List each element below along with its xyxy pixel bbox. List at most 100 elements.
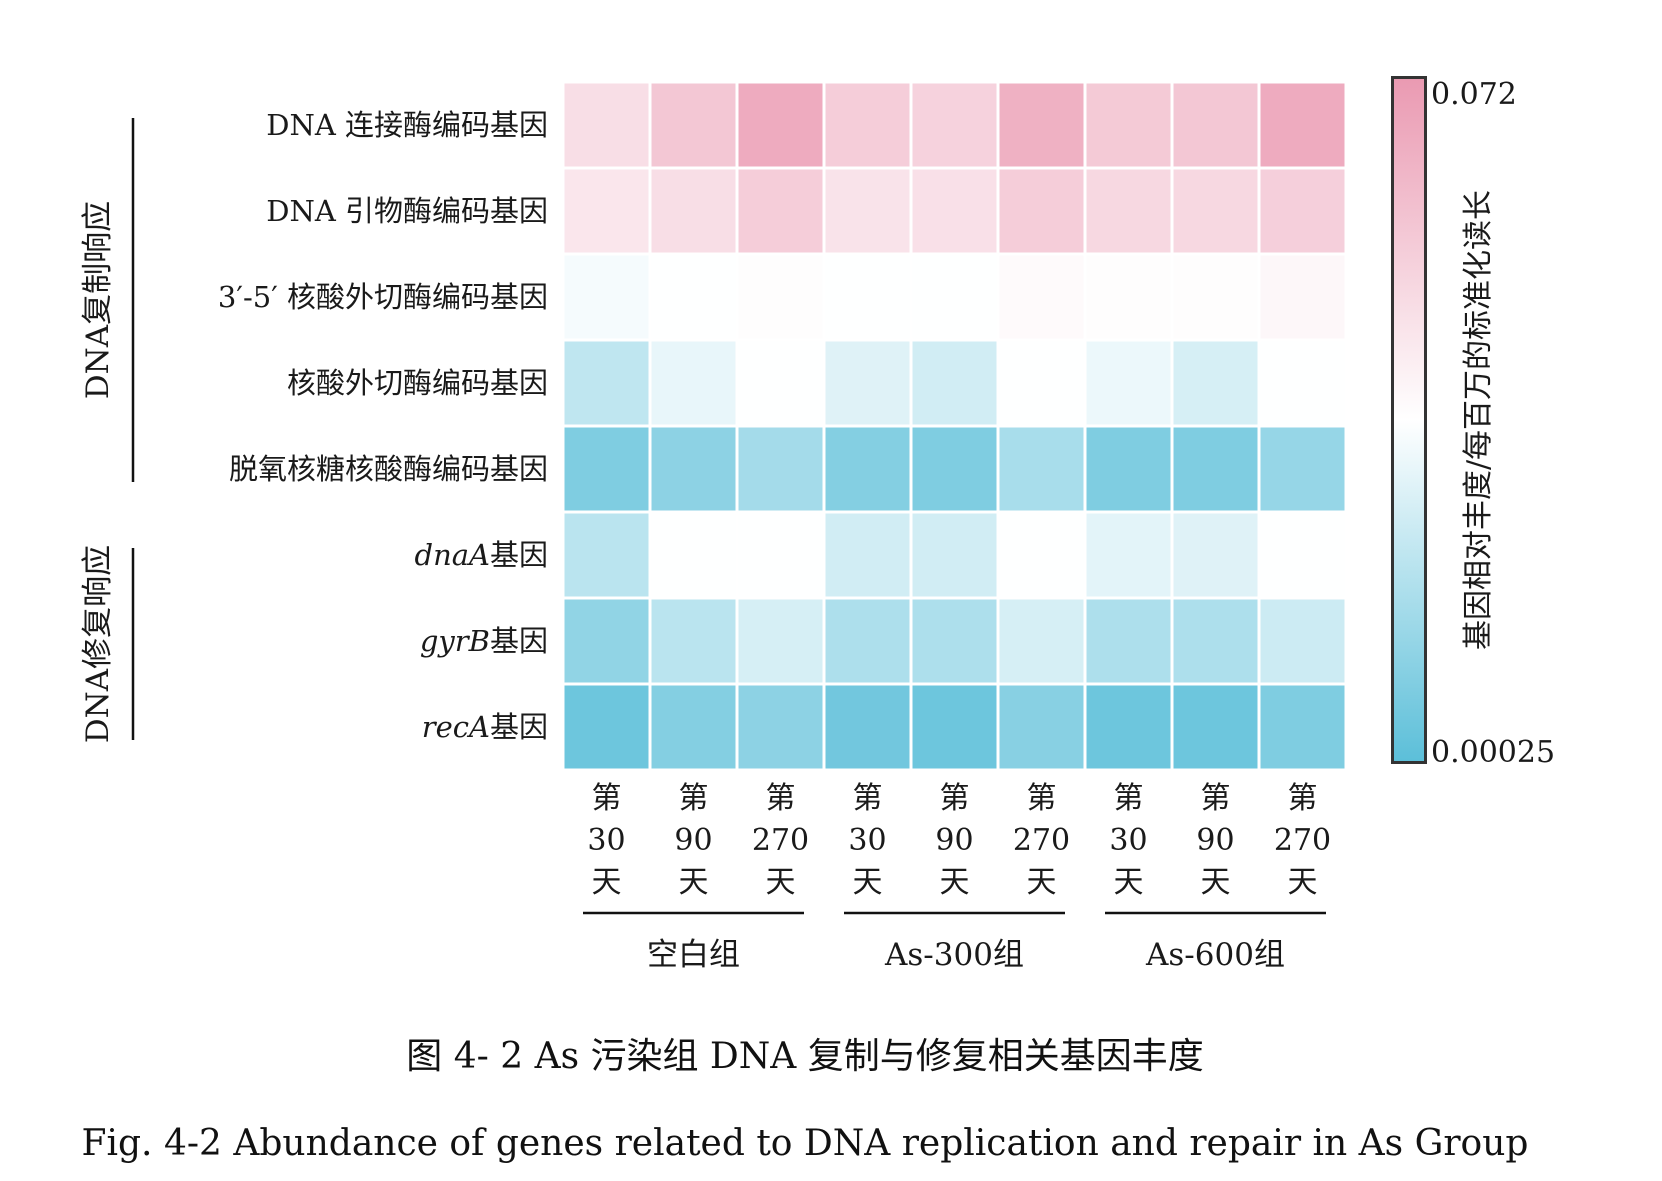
heatmap-cell <box>822 338 913 428</box>
column-label-mid: 90 <box>1196 823 1234 858</box>
heatmap-cell <box>1083 424 1174 514</box>
column-label-mid: 30 <box>1109 823 1147 858</box>
colorbar-min-label: 0.00025 <box>1431 735 1555 770</box>
heatmap-cell <box>735 596 826 686</box>
heatmap-cell <box>1083 510 1174 600</box>
heatmap-cell <box>1257 166 1348 256</box>
heatmap-cell <box>822 682 913 772</box>
heatmap-cell <box>909 338 1000 428</box>
column-label-mid: 270 <box>752 823 809 858</box>
column-group-label: As-300组 <box>884 937 1024 973</box>
column-label-bottom: 天 <box>766 865 796 900</box>
heatmap-cell <box>996 510 1087 600</box>
column-label-top: 第 <box>940 781 970 816</box>
heatmap-cell <box>1257 338 1348 428</box>
colorbar-title: 基因相对丰度/每百万的标准化读长 <box>1461 190 1496 650</box>
column-label-mid: 90 <box>935 823 973 858</box>
heatmap-cell <box>1083 338 1174 428</box>
colorbar-max-label: 0.072 <box>1431 77 1517 112</box>
column-label-top: 第 <box>853 781 883 816</box>
heatmap-cell <box>909 682 1000 772</box>
heatmap-cell <box>561 596 652 686</box>
row-label: dnaA基因 <box>415 538 549 572</box>
heatmap-cell <box>996 80 1087 170</box>
column-label-bottom: 天 <box>679 865 709 900</box>
heatmap-cell <box>561 252 652 342</box>
column-label-bottom: 天 <box>1027 865 1057 900</box>
colorbar: 0.072 0.00025 基因相对丰度/每百万的标准化读长 <box>1391 76 1555 770</box>
column-label-top: 第 <box>1201 781 1231 816</box>
heatmap-cell <box>822 166 913 256</box>
heatmap-cell <box>1170 682 1261 772</box>
heatmap-cell <box>1257 424 1348 514</box>
column-label-mid: 30 <box>587 823 625 858</box>
heatmap-cell <box>822 424 913 514</box>
heatmap-cell <box>909 80 1000 170</box>
heatmap-cell <box>1083 80 1174 170</box>
row-label: 脱氧核糖核酸酶编码基因 <box>229 452 548 486</box>
heatmap-cell <box>561 682 652 772</box>
heatmap-cell <box>822 596 913 686</box>
heatmap-cell <box>735 510 826 600</box>
heatmap-cell <box>822 80 913 170</box>
heatmap-cells <box>561 80 1348 772</box>
heatmap-cell <box>909 510 1000 600</box>
column-labels: 第 30 天 第 90 天 第 270 天 第 30 天 第 90 天 第 270 天 第 30 天 第 90 天 第 270 天 <box>587 781 1331 900</box>
heatmap-cell <box>1257 252 1348 342</box>
heatmap-cell <box>1170 596 1261 686</box>
heatmap-cell <box>1257 682 1348 772</box>
heatmap-cell <box>648 682 739 772</box>
heatmap-cell <box>996 338 1087 428</box>
heatmap-cell <box>909 252 1000 342</box>
heatmap-cell <box>648 252 739 342</box>
heatmap-cell <box>561 510 652 600</box>
heatmap-cell <box>1083 166 1174 256</box>
heatmap-cell <box>996 682 1087 772</box>
heatmap-cell <box>996 252 1087 342</box>
heatmap-cell <box>996 596 1087 686</box>
heatmap-cell <box>561 80 652 170</box>
heatmap-cell <box>648 80 739 170</box>
heatmap-cell <box>1257 596 1348 686</box>
heatmap-cell <box>996 424 1087 514</box>
heatmap-cell <box>1170 166 1261 256</box>
row-label: 3′-5′ 核酸外切酶编码基因 <box>218 280 548 314</box>
caption-chinese: 图 4- 2 As 污染组 DNA 复制与修复相关基因丰度 <box>406 1036 1203 1077</box>
row-label: 核酸外切酶编码基因 <box>287 366 548 400</box>
heatmap-cell <box>735 252 826 342</box>
row-labels: DNA 连接酶编码基因 DNA 引物酶编码基因 3′-5′ 核酸外切酶编码基因核酸外… <box>218 108 548 744</box>
heatmap-cell <box>1170 80 1261 170</box>
heatmap-cell <box>1257 510 1348 600</box>
column-label-mid: 90 <box>674 823 712 858</box>
column-label-bottom: 天 <box>853 865 883 900</box>
heatmap-cell <box>648 510 739 600</box>
row-label: gyrB基因 <box>420 624 548 658</box>
heatmap-cell <box>561 338 652 428</box>
column-group-label: As-600组 <box>1145 937 1285 973</box>
row-label: DNA 连接酶编码基因 <box>266 108 548 142</box>
column-label-mid: 270 <box>1274 823 1331 858</box>
column-group-label: 空白组 <box>647 937 740 973</box>
column-label-bottom: 天 <box>1114 865 1144 900</box>
heatmap-cell <box>909 596 1000 686</box>
heatmap-cell <box>735 166 826 256</box>
row-group-label: DNA修复响应 <box>80 545 116 743</box>
heatmap-cell <box>909 166 1000 256</box>
column-label-bottom: 天 <box>940 865 970 900</box>
heatmap-cell <box>1083 252 1174 342</box>
row-label: recA基因 <box>422 710 548 744</box>
heatmap-cell <box>1170 510 1261 600</box>
column-label-top: 第 <box>679 781 709 816</box>
column-label-top: 第 <box>1114 781 1144 816</box>
heatmap-cell <box>1083 596 1174 686</box>
heatmap-cell <box>1170 252 1261 342</box>
column-label-top: 第 <box>592 781 622 816</box>
column-label-bottom: 天 <box>592 865 622 900</box>
heatmap-cell <box>648 596 739 686</box>
caption-english: Fig. 4-2 Abundance of genes related to D… <box>82 1123 1529 1164</box>
heatmap-cell <box>735 424 826 514</box>
column-label-top: 第 <box>766 781 796 816</box>
heatmap-cell <box>1083 682 1174 772</box>
column-label-mid: 270 <box>1013 823 1070 858</box>
